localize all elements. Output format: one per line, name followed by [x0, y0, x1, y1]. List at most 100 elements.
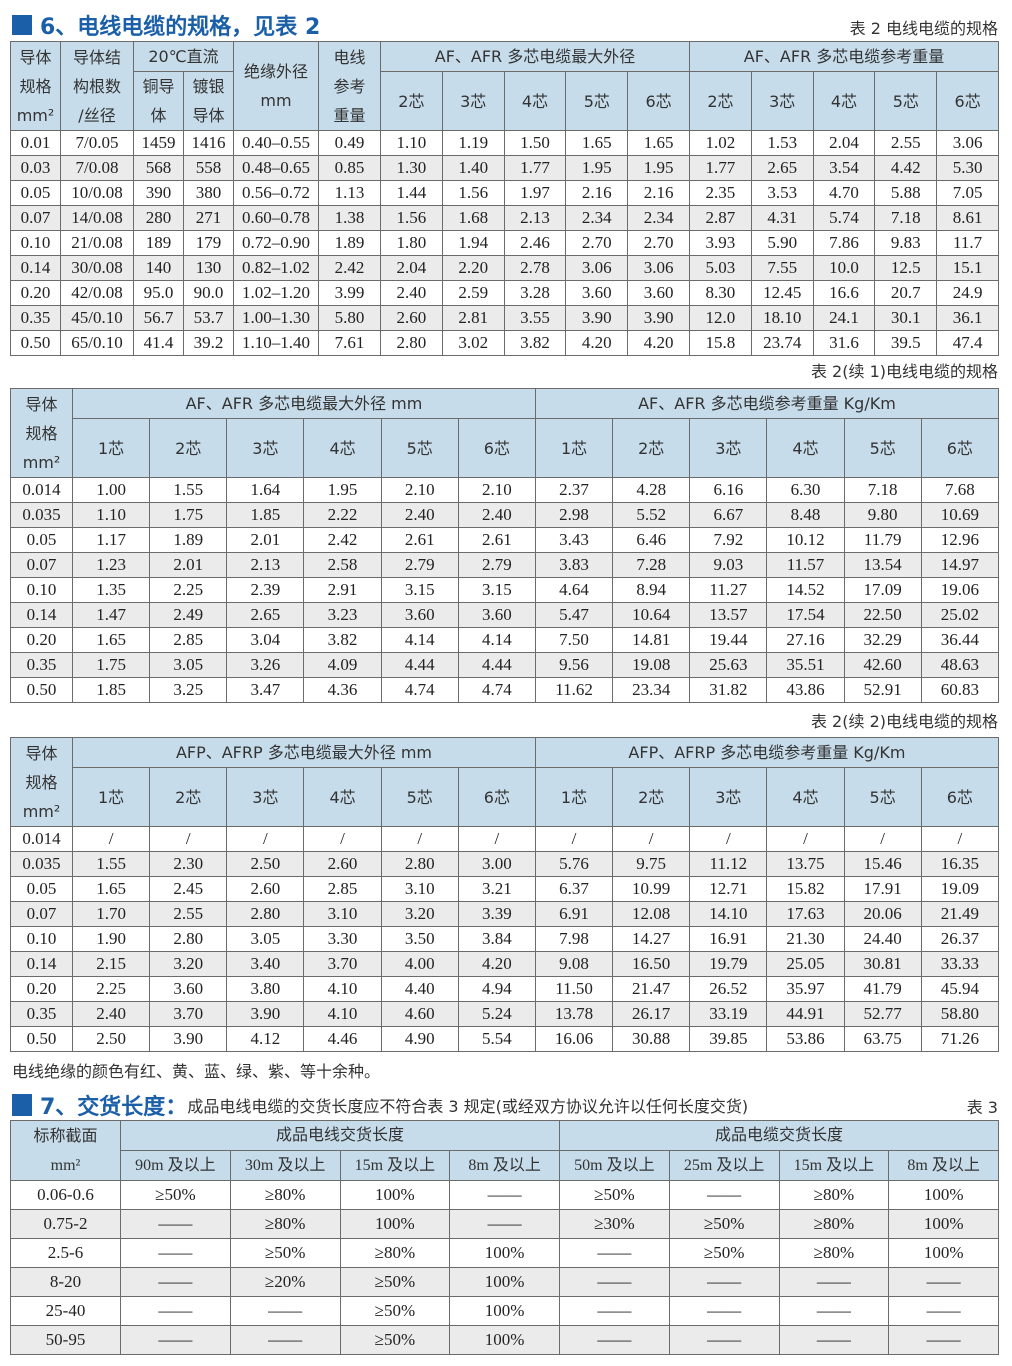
table-cell: 4.40 [380, 976, 459, 1002]
table-cell: 1.65 [71, 876, 151, 902]
table-cell: 1.89 [318, 230, 381, 256]
table-cell: ≥80% [339, 1238, 451, 1268]
table-cell: 4.31 [750, 205, 814, 231]
table-cell: 3.60 [380, 602, 459, 628]
table-row: 0.20 1.65 2.85 3.04 3.82 4.14 4.14 7.50 14.81 19.… [10, 627, 999, 653]
table-cell: 2.60 [226, 876, 305, 902]
table-cell: 7.98 [534, 926, 614, 952]
table-cell: 6.67 [689, 502, 768, 528]
table-cell: 2.15 [71, 951, 151, 977]
table-cell: 0.01 [10, 130, 61, 156]
table-cell: 42/0.08 [60, 280, 134, 306]
table-cell: 2.80 [380, 851, 459, 877]
table-cell: —— [778, 1267, 890, 1297]
table-cell: 1.75 [149, 502, 228, 528]
header-line: 导体 [25, 743, 58, 763]
table-cell: 6.37 [534, 876, 614, 902]
header-od-group: AF、AFR 多芯电缆最大外径 [379, 41, 691, 72]
header-cores: 2芯 [149, 418, 228, 478]
table-cell: 2.04 [812, 130, 876, 156]
table-cell: 4.12 [226, 1026, 305, 1052]
table-cell: 7.05 [936, 180, 1000, 206]
table-cell: 0.05 [10, 527, 73, 553]
table-cell: ≥50% [339, 1296, 451, 1326]
table-cell: 5.76 [534, 851, 614, 877]
table-cell: 2.40 [457, 502, 536, 528]
table-cell: 3.90 [627, 305, 691, 331]
table-cell: 17.54 [766, 602, 845, 628]
table-cell: 1.53 [750, 130, 814, 156]
header-wire-length: 30m 及以上 [229, 1150, 341, 1181]
section-7-title: 7、交货长度： [40, 1095, 188, 1120]
table-cell: ≥80% [229, 1180, 341, 1210]
header-cores: 3芯 [689, 767, 768, 827]
header-cores: 5芯 [380, 767, 459, 827]
table-cell: —— [559, 1296, 670, 1326]
table-cell: 4.42 [874, 155, 938, 181]
table-cell: 48.63 [920, 652, 999, 678]
table-cell: —— [449, 1180, 561, 1210]
table-cell: 24.1 [812, 305, 876, 331]
table-cell: 2.34 [565, 205, 629, 231]
table-cell: 2.81 [441, 305, 505, 331]
table-cell: 47.4 [936, 330, 1000, 356]
table-cell: 1.13 [318, 180, 381, 206]
table-cell: 2.25 [149, 577, 228, 603]
table-cell: 9.83 [874, 230, 938, 256]
table-cell: 9.80 [843, 502, 922, 528]
table-cell: 2.40 [380, 280, 443, 306]
table-cell: 36.44 [920, 627, 999, 653]
table-cell: 16.91 [689, 926, 768, 952]
table-cell: 5.74 [812, 205, 876, 231]
table-row: 0.20 2.25 3.60 3.80 4.10 4.40 4.94 11.50 21.47 26… [10, 976, 999, 1002]
table-cell: 3.50 [380, 926, 459, 952]
table-cell: 26.37 [920, 926, 999, 952]
table-cell: 4.14 [380, 627, 459, 653]
header-cores: 4芯 [766, 767, 845, 827]
table-cell: 2.45 [149, 876, 228, 902]
table-cell: 33.33 [920, 951, 999, 977]
table-cell: 19.09 [920, 876, 999, 902]
table-cell: 0.07 [10, 901, 73, 927]
table-cell: 4.46 [303, 1026, 382, 1052]
table-cell: 5.80 [318, 305, 381, 331]
header-line: /丝径 [78, 105, 116, 125]
table-cell: ≥30% [559, 1209, 670, 1239]
table-cell: 8-20 [10, 1267, 121, 1297]
table-cell: 4.64 [534, 577, 614, 603]
table-cell: 17.09 [843, 577, 922, 603]
table-cell: 14.10 [689, 901, 768, 927]
table-cell: 11.12 [689, 851, 768, 877]
header-cores: 5芯 [565, 71, 629, 131]
header-cores: 4芯 [503, 71, 567, 131]
table-cell: 1.47 [71, 602, 151, 628]
table-cell: 3.10 [380, 876, 459, 902]
table-cell: 100% [888, 1238, 1000, 1268]
header-line: 规格 [25, 772, 58, 792]
table-cell: 10/0.08 [60, 180, 134, 206]
table-cell: 24.9 [936, 280, 1000, 306]
table-cell: 1.89 [149, 527, 228, 553]
header-spec: 导体 规格 mm² [10, 388, 73, 478]
table-cell: 1.70 [71, 901, 151, 927]
table-row: 0.05 10/0.08 390 380 0.56–0.72 1.13 1.44 1.56 1.… [10, 180, 1000, 206]
table-cell: 0.035 [10, 502, 73, 528]
table-cell: 100% [449, 1238, 561, 1268]
header-line: 导体 [192, 106, 225, 125]
table-cell: 5.30 [936, 155, 1000, 181]
table-cell: 52.77 [843, 1001, 922, 1027]
table-cell: 1.55 [71, 851, 151, 877]
header-cores: 3芯 [441, 71, 505, 131]
header-cores: 3芯 [226, 767, 305, 827]
table-row: 25-40 —— —— ≥50% 100% —— —— —— —— [10, 1296, 1000, 1326]
table-cell: ≥50% [668, 1238, 780, 1268]
table-cell: 1.64 [226, 477, 305, 503]
table-cell: / [149, 826, 228, 852]
table-cell: ≥50% [120, 1180, 231, 1210]
table-cell: 2.70 [627, 230, 691, 256]
table-cell: 1.85 [226, 502, 305, 528]
table-cell: 3.54 [812, 155, 876, 181]
table-cell: 1.02–1.20 [233, 280, 319, 306]
header-line: 绝缘外径 [243, 62, 308, 81]
table-cell: 4.90 [380, 1026, 459, 1052]
